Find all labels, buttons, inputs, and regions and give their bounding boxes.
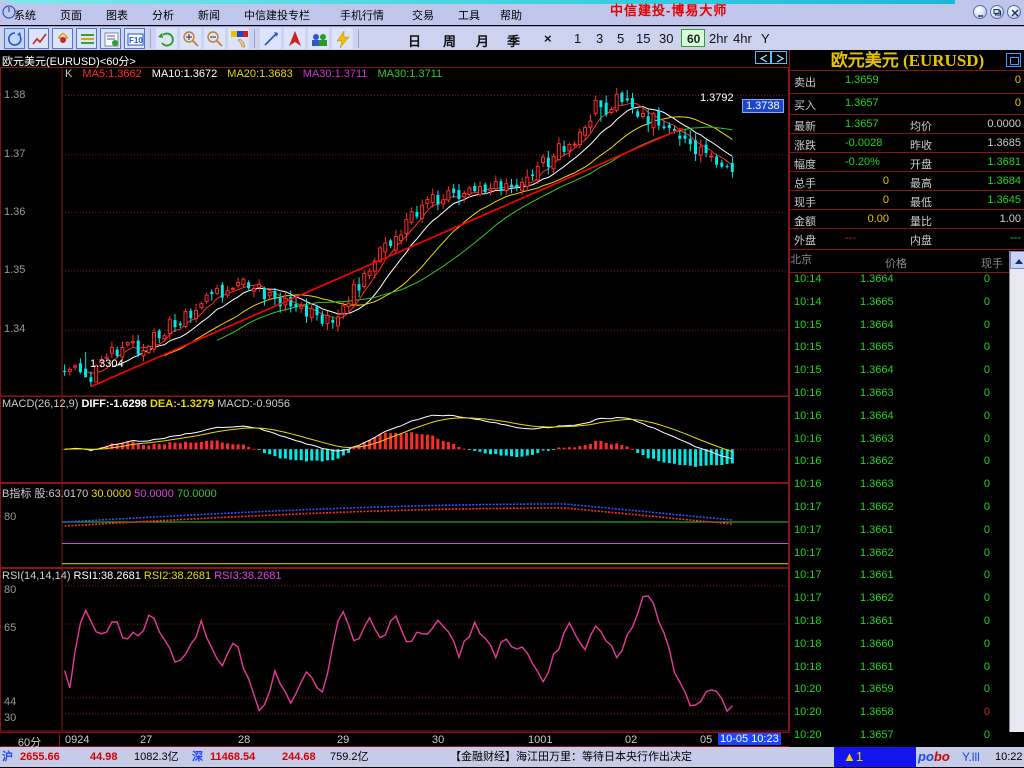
svg-text:F10: F10 <box>129 36 143 45</box>
